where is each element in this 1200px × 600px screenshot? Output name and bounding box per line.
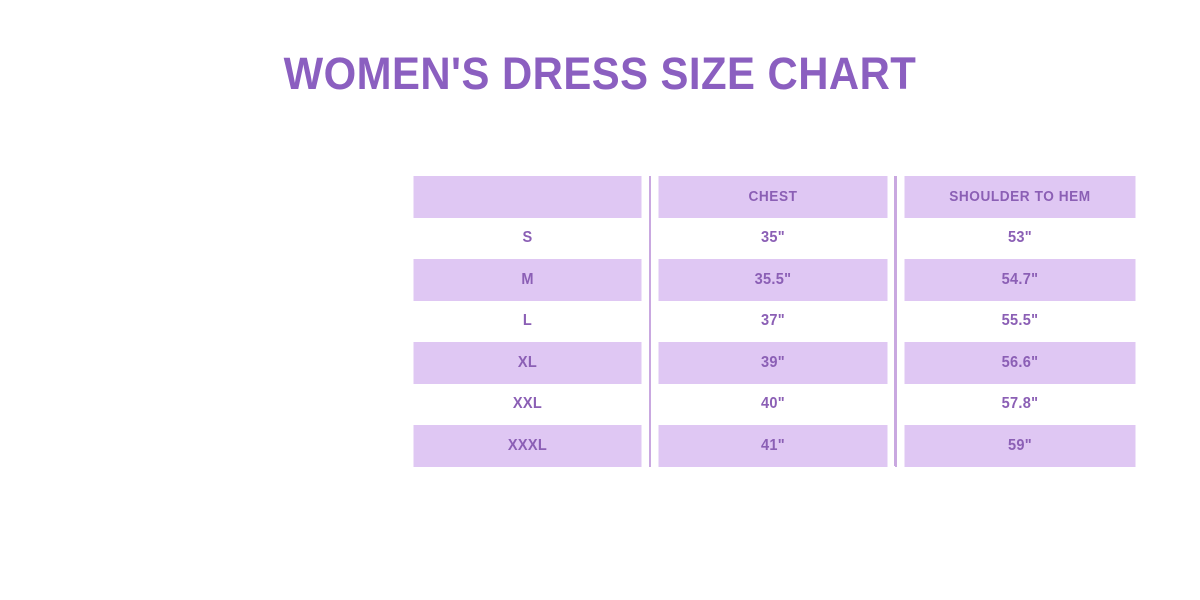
cell-shoulder-to-hem: 57.8" (902, 383, 1136, 425)
cell-size: S (413, 217, 643, 259)
cell-chest: 37" (656, 300, 889, 342)
size-chart-table: CHEST SHOULDER TO HEM S 35" 53" M 35.5" … (406, 176, 1143, 467)
column-header-shoulder-to-hem: SHOULDER TO HEM (902, 176, 1136, 218)
cell-shoulder-to-hem: 56.6" (902, 342, 1136, 384)
cell-chest: 39" (656, 342, 889, 384)
cell-size: XXXL (413, 425, 643, 467)
table-header: CHEST SHOULDER TO HEM (406, 176, 1143, 218)
table-row: XXL 40" 57.8" (406, 383, 1143, 425)
page-title: WOMEN'S DRESS SIZE CHART (283, 48, 917, 99)
table-header-row: CHEST SHOULDER TO HEM (406, 176, 1143, 218)
cell-shoulder-to-hem: 53" (902, 217, 1136, 259)
table-body: S 35" 53" M 35.5" 54.7" L 37" 55.5" XL 3… (406, 217, 1143, 467)
table-row: M 35.5" 54.7" (406, 259, 1143, 301)
table-row: L 37" 55.5" (406, 300, 1143, 342)
cell-chest: 35.5" (656, 259, 889, 301)
cell-chest: 40" (656, 383, 889, 425)
cell-shoulder-to-hem: 59" (902, 425, 1136, 467)
cell-shoulder-to-hem: 54.7" (902, 259, 1136, 301)
table-row: XXXL 41" 59" (406, 425, 1143, 467)
cell-chest: 41" (656, 425, 889, 467)
column-header-size (413, 176, 643, 218)
cell-size: M (413, 259, 643, 301)
cell-chest: 35" (656, 217, 889, 259)
cell-size: XXL (413, 383, 643, 425)
cell-size: L (413, 300, 643, 342)
table-row: S 35" 53" (406, 217, 1143, 259)
cell-size: XL (413, 342, 643, 384)
column-header-chest: CHEST (656, 176, 889, 218)
table-row: XL 39" 56.6" (406, 342, 1143, 384)
cell-shoulder-to-hem: 55.5" (902, 300, 1136, 342)
